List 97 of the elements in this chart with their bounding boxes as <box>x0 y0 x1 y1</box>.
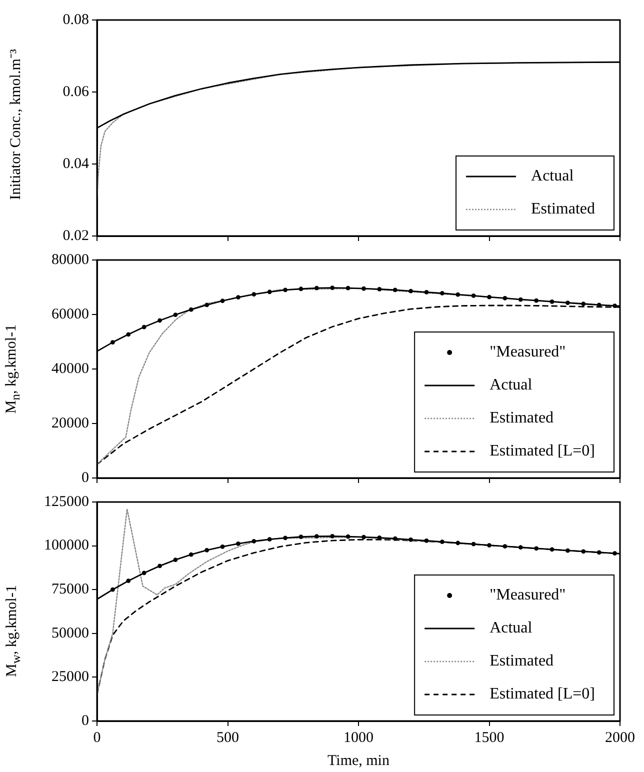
point <box>204 302 210 308</box>
point <box>456 540 460 546</box>
point <box>346 534 350 539</box>
point <box>110 587 115 592</box>
legend-label: Actual <box>531 168 574 185</box>
point <box>173 312 178 317</box>
y-tick-label: 0 <box>82 470 89 486</box>
point <box>408 537 413 542</box>
point <box>346 286 350 290</box>
point <box>330 286 335 290</box>
point <box>392 536 398 541</box>
y-tick-label: 0.02 <box>62 228 89 244</box>
x-tick-label: 500 <box>216 730 239 746</box>
point <box>471 294 476 298</box>
y-tick-label: 0.08 <box>62 12 89 28</box>
legend-label: "Measured" <box>490 586 566 604</box>
point <box>283 288 288 292</box>
point <box>471 542 476 546</box>
x-tick-label: 1000 <box>344 730 374 746</box>
point <box>252 292 256 297</box>
point <box>518 545 523 550</box>
point <box>204 548 210 552</box>
point <box>158 318 162 323</box>
point <box>534 298 539 303</box>
point <box>424 290 429 294</box>
point <box>252 539 256 544</box>
x-axis-title: Time, min <box>328 752 390 769</box>
legend-label: Estimated [L=0] <box>490 686 595 703</box>
point <box>392 288 398 292</box>
y-tick-label: 80000 <box>52 252 89 268</box>
point <box>377 286 382 292</box>
point <box>566 548 570 553</box>
legend-label: "Measured" <box>490 344 566 361</box>
point <box>236 541 240 546</box>
point <box>362 286 366 291</box>
point <box>267 537 272 542</box>
point <box>502 544 508 549</box>
legend-label: Actual <box>490 376 533 394</box>
point <box>298 534 304 540</box>
point <box>424 538 429 543</box>
point <box>440 291 444 296</box>
y-tick-label: 25000 <box>52 669 89 686</box>
point <box>142 324 146 330</box>
point <box>487 543 492 548</box>
x-tick-label: 2000 <box>605 730 635 746</box>
point <box>550 547 554 552</box>
y-tick-label: 60000 <box>52 306 89 322</box>
point <box>220 298 225 304</box>
point <box>267 290 272 294</box>
point <box>220 544 225 549</box>
y-axis-title: Initiator Conc., kmol.m⁻³ <box>6 48 24 200</box>
legend-label: Estimated <box>490 652 554 670</box>
x-tick-label: 0 <box>93 730 101 746</box>
point <box>440 540 444 544</box>
point <box>126 578 131 584</box>
y-tick-label: 20000 <box>52 415 89 432</box>
legend-label: Estimated <box>531 200 595 218</box>
point <box>456 292 460 297</box>
point <box>362 534 366 540</box>
point <box>314 286 319 290</box>
point <box>283 536 288 540</box>
y-tick-label: 0.06 <box>62 84 90 100</box>
y-tick-label: 40000 <box>52 360 89 377</box>
legend-label: Actual <box>490 620 533 637</box>
point <box>550 299 554 304</box>
y-tick-label: 125000 <box>44 494 89 510</box>
y-tick-label: 100000 <box>44 538 89 554</box>
point <box>173 558 178 562</box>
point <box>566 300 570 305</box>
point <box>377 536 382 540</box>
point <box>596 550 602 555</box>
point <box>612 551 617 556</box>
point <box>518 297 523 302</box>
point <box>126 332 131 337</box>
point <box>142 570 146 576</box>
point <box>581 302 586 306</box>
point <box>158 564 162 568</box>
y-tick-label: 0.04 <box>62 156 90 172</box>
point <box>502 296 508 300</box>
point <box>612 304 617 308</box>
point <box>236 295 240 300</box>
legend-label: Estimated [L=0] <box>490 442 595 460</box>
y-tick-label: 0 <box>82 712 89 729</box>
legend-label: Estimated <box>490 410 554 427</box>
x-tick-label: 1500 <box>474 730 504 746</box>
point <box>314 534 319 539</box>
y-tick-label: 50000 <box>52 625 89 642</box>
point <box>188 552 194 557</box>
y-tick-label: 75000 <box>52 582 89 598</box>
point <box>110 340 115 344</box>
point <box>487 294 492 300</box>
point <box>298 286 304 292</box>
point <box>581 549 586 554</box>
point <box>188 307 194 312</box>
point <box>408 288 413 294</box>
point <box>330 534 335 538</box>
point <box>534 546 539 551</box>
